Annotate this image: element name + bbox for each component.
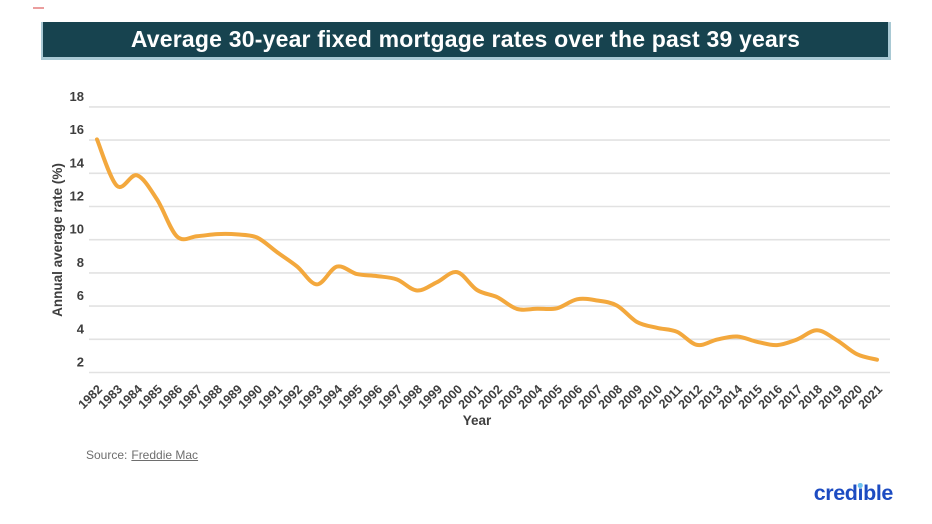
y-tick-label: 4: [77, 321, 85, 336]
x-tick-label: 2019: [816, 382, 846, 412]
x-tick-label: 2021: [856, 382, 886, 412]
x-tick-label: 1982: [76, 382, 106, 412]
x-tick-label: 2013: [696, 382, 726, 412]
x-tick-label: 2010: [636, 382, 666, 412]
source-note: Source: Freddie Mac: [86, 448, 198, 462]
x-tick-label: 1996: [356, 382, 386, 412]
x-tick-label: 1992: [276, 382, 306, 412]
x-tick-label: 1983: [96, 382, 126, 412]
x-tick-label: 1988: [196, 382, 226, 412]
x-axis-title: Year: [463, 413, 492, 428]
x-tick-label: 2003: [496, 382, 526, 412]
logo-i-dot: [858, 483, 863, 488]
x-tick-label: 1985: [136, 382, 166, 412]
x-tick-label: 2016: [756, 382, 786, 412]
x-tick-label: 1987: [176, 382, 206, 412]
x-tick-label: 2000: [436, 382, 466, 412]
source-link-freddie-mac[interactable]: Freddie Mac: [131, 448, 199, 462]
x-tick-label: 2018: [796, 382, 826, 412]
y-tick-label: 2: [77, 355, 84, 370]
y-axis-title: Annual average rate (%): [50, 163, 65, 317]
x-tick-label: 2008: [596, 382, 626, 412]
x-tick-label: 1995: [336, 382, 366, 412]
x-tick-label: 1989: [216, 382, 246, 412]
rate-line: [95, 137, 879, 362]
chart-title: Average 30-year fixed mortgage rates ove…: [130, 26, 801, 52]
x-tick-label: 2020: [836, 382, 866, 412]
x-tick-label: 2001: [456, 382, 486, 412]
x-tick-label: 2006: [556, 382, 586, 412]
y-tick-label: 8: [77, 255, 84, 270]
credible-logo: credı ble: [813, 481, 894, 505]
x-tick-label: 1990: [236, 382, 266, 412]
logo-text-pre: cred: [813, 481, 858, 505]
logo-letter-i: ı: [858, 481, 864, 505]
x-tick-label: 2002: [476, 382, 506, 412]
logo-i-stem: ı: [857, 481, 864, 505]
x-tick-label: 2012: [676, 382, 706, 412]
y-tick-label: 10: [70, 222, 84, 237]
x-tick-label: 1994: [316, 382, 346, 412]
red-artifact-dash: [33, 7, 44, 9]
x-tick-label: 2015: [736, 382, 766, 412]
x-tick-label: 1998: [396, 382, 426, 412]
x-tick-label: 1991: [256, 382, 286, 412]
y-tick-label: 16: [70, 122, 84, 137]
x-tick-label: 2005: [536, 382, 566, 412]
y-tick-label: 6: [77, 288, 84, 303]
x-tick-label: 2014: [716, 382, 746, 412]
x-tick-label: 1993: [296, 382, 326, 412]
chart-title-bar: Average 30-year fixed mortgage rates ove…: [41, 22, 891, 60]
x-tick-label: 1984: [116, 382, 146, 412]
x-tick-label: 2009: [616, 382, 646, 412]
x-tick-label: 2011: [656, 382, 685, 411]
source-label: Source:: [86, 448, 128, 462]
x-tick-label: 1999: [416, 382, 446, 412]
x-tick-label: 2017: [776, 382, 806, 412]
x-tick-label: 1997: [376, 382, 406, 412]
x-tick-label: 1986: [156, 382, 186, 412]
y-tick-label: 12: [70, 189, 84, 204]
y-tick-label: 14: [70, 155, 85, 170]
x-tick-label: 2007: [576, 382, 606, 412]
logo-text-post: ble: [863, 481, 893, 505]
x-tick-label: 2004: [516, 382, 546, 412]
y-tick-label: 18: [70, 89, 84, 104]
